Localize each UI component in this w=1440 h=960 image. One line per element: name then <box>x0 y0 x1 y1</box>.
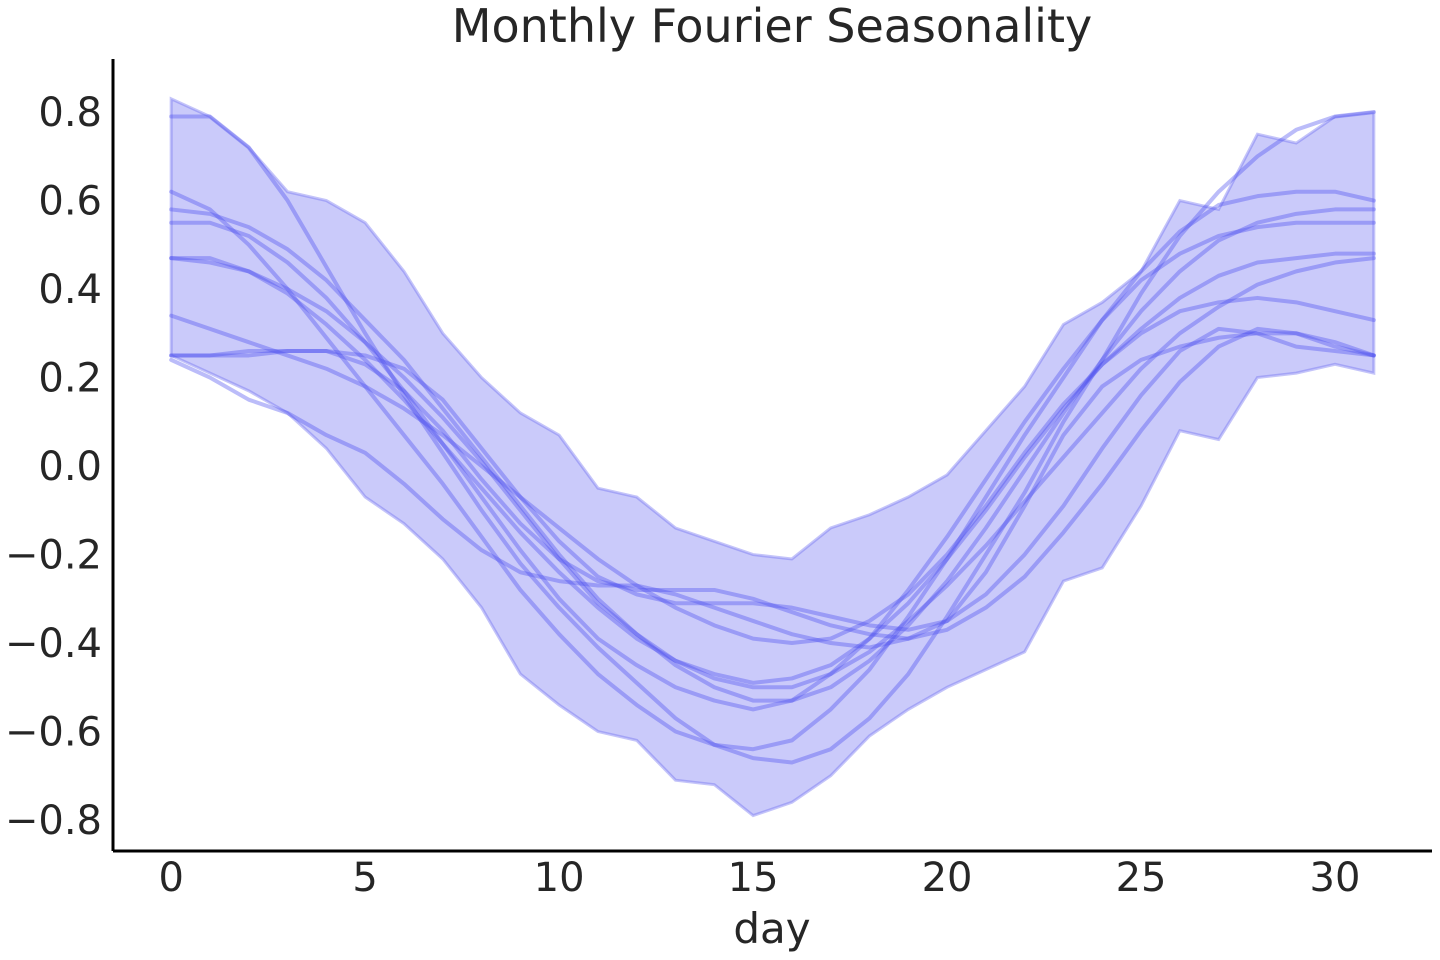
x-tick-label: 25 <box>1116 855 1167 901</box>
y-tick-label: 0.8 <box>38 90 102 136</box>
x-tick-label: 5 <box>352 855 377 901</box>
x-tick-label: 30 <box>1310 855 1361 901</box>
sample-line-3 <box>169 207 1376 703</box>
axes <box>111 59 1432 853</box>
sample-line-5 <box>169 256 1376 690</box>
x-tick-label: 10 <box>534 855 585 901</box>
x-tick-label: 0 <box>158 855 183 901</box>
y-tick-label: −0.8 <box>5 798 102 844</box>
uncertainty-band <box>169 96 1376 818</box>
sample-line-1 <box>169 110 1376 765</box>
y-tick-label: 0.4 <box>38 267 102 313</box>
x-tick-label: 15 <box>728 855 779 901</box>
y-tick-label: −0.6 <box>5 710 102 756</box>
sample-line-7 <box>169 295 1376 646</box>
plot-area <box>169 96 1376 818</box>
sample-line-10 <box>169 331 1376 650</box>
y-tick-label: −0.4 <box>5 621 102 667</box>
sample-line-2 <box>169 189 1376 752</box>
sample-line-9 <box>169 326 1376 632</box>
y-tick-label: 0.0 <box>38 444 102 490</box>
y-tick-labels: −0.8 −0.6 −0.4 −0.2 0.0 0.2 0.4 0.6 0.8 <box>5 90 102 844</box>
x-axis-label: day <box>733 904 810 953</box>
sample-line-4 <box>169 220 1376 712</box>
sample-line-6 <box>169 251 1376 685</box>
y-tick-label: 0.6 <box>38 179 102 225</box>
y-tick-label: 0.2 <box>38 356 102 402</box>
sample-line-8 <box>169 326 1376 641</box>
y-tick-label: −0.2 <box>5 533 102 579</box>
x-tick-labels: 0 5 10 15 20 25 30 <box>158 855 1360 901</box>
x-tick-label: 20 <box>922 855 973 901</box>
chart-title: Monthly Fourier Seasonality <box>452 0 1092 53</box>
